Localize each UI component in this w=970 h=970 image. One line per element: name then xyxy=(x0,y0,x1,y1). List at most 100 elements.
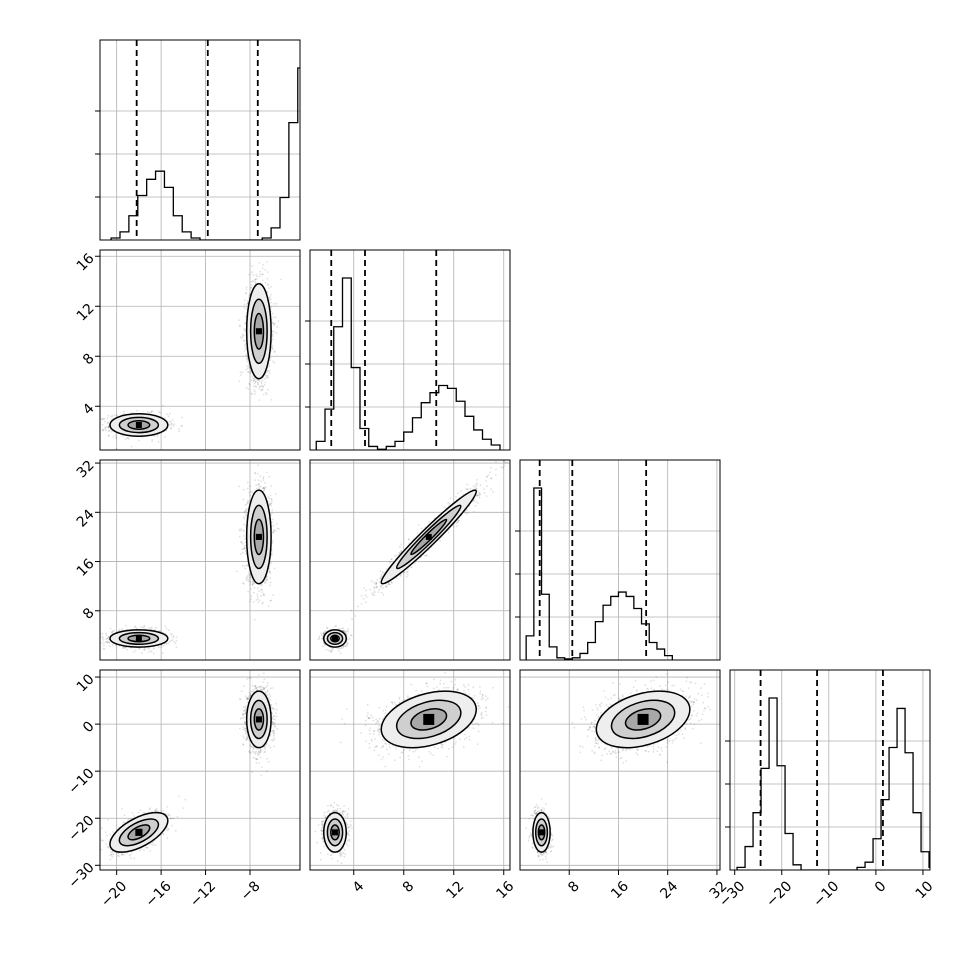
scatter-point xyxy=(271,509,274,512)
scatter-point xyxy=(268,570,271,573)
scatter-point xyxy=(273,530,275,533)
scatter-point xyxy=(156,435,159,438)
scatter-point xyxy=(103,648,106,650)
scatter-point xyxy=(272,524,275,527)
scatter-point xyxy=(138,647,141,650)
scatter-point xyxy=(170,424,172,427)
scatter-point xyxy=(250,595,253,598)
panel-content xyxy=(100,40,300,240)
scatter-point xyxy=(123,646,126,649)
scatter-point xyxy=(243,582,245,585)
scatter-point xyxy=(158,646,160,649)
scatter-point xyxy=(246,357,249,360)
scatter-point xyxy=(167,415,170,417)
density-peak xyxy=(135,422,142,428)
scatter-point xyxy=(245,577,248,580)
scatter-point xyxy=(112,630,114,633)
scatter-point xyxy=(121,647,124,650)
scatter-point xyxy=(272,334,274,337)
scatter-point xyxy=(161,652,164,655)
scatter-point xyxy=(258,262,261,264)
scatter-point xyxy=(155,626,157,629)
scatter-point xyxy=(272,322,274,324)
scatter-point xyxy=(269,372,271,374)
scatter-point xyxy=(181,424,184,427)
density-peak xyxy=(255,328,262,335)
scatter-point xyxy=(90,642,92,644)
scatter-point xyxy=(111,631,113,634)
scatter-point xyxy=(245,515,248,517)
scatter-point xyxy=(269,584,271,587)
scatter-point xyxy=(261,601,264,604)
scatter-point xyxy=(270,562,273,565)
scatter-point xyxy=(107,430,110,432)
scatter-point xyxy=(244,328,247,331)
scatter-point xyxy=(123,412,125,415)
scatter-point xyxy=(268,497,271,500)
scatter-point xyxy=(271,321,274,324)
scatter-point xyxy=(135,627,138,629)
scatter-point xyxy=(107,635,110,638)
scatter-point xyxy=(239,371,242,373)
scatter-point xyxy=(270,485,273,487)
scatter-point xyxy=(275,332,278,335)
scatter-point xyxy=(180,425,182,427)
scatter-point xyxy=(253,377,256,379)
scatter-point xyxy=(160,646,163,648)
scatter-point xyxy=(260,389,263,392)
scatter-point xyxy=(252,591,255,594)
scatter-point xyxy=(107,421,109,424)
scatter-point xyxy=(269,503,271,506)
scatter-point xyxy=(243,303,246,306)
scatter-point xyxy=(235,570,238,573)
scatter-point xyxy=(105,638,107,640)
scatter-point xyxy=(241,564,244,567)
scatter-point xyxy=(244,512,247,515)
scatter-point xyxy=(242,488,245,491)
scatter-point xyxy=(259,273,262,275)
scatter-point xyxy=(271,521,273,524)
scatter-point xyxy=(242,498,245,501)
scatter-point xyxy=(271,347,273,349)
scatter-point xyxy=(166,642,168,645)
scatter-point xyxy=(102,638,105,641)
scatter-point xyxy=(255,386,258,388)
scatter-point xyxy=(251,375,254,378)
scatter-point xyxy=(260,380,263,383)
scatter-point xyxy=(267,500,270,503)
scatter-point xyxy=(248,383,251,386)
scatter-point xyxy=(247,501,249,504)
scatter-point xyxy=(238,485,241,488)
scatter-point xyxy=(243,339,246,342)
scatter-point xyxy=(261,279,264,282)
scatter-point xyxy=(249,485,251,487)
scatter-point xyxy=(263,594,266,597)
scatter-point xyxy=(259,270,261,273)
scatter-point xyxy=(106,417,109,420)
scatter-point xyxy=(248,366,251,369)
scatter-point xyxy=(121,435,124,437)
scatter-point xyxy=(257,601,260,604)
scatter-point xyxy=(241,529,244,531)
scatter-point xyxy=(141,652,143,655)
scatter-point xyxy=(258,388,261,390)
scatter-point xyxy=(164,435,166,438)
scatter-point xyxy=(261,589,264,591)
scatter-point xyxy=(245,503,248,505)
scatter-point xyxy=(105,634,108,637)
scatter-point xyxy=(263,582,266,584)
scatter-point xyxy=(268,475,271,478)
scatter-point xyxy=(251,583,254,586)
scatter-point xyxy=(273,350,276,353)
scatter-point xyxy=(100,417,103,420)
scatter-point xyxy=(265,581,267,584)
scatter-point xyxy=(254,278,257,281)
scatter-point xyxy=(250,393,253,396)
scatter-point xyxy=(106,422,109,425)
scatter-point xyxy=(164,625,167,628)
scatter-point xyxy=(252,380,255,382)
scatter-point xyxy=(265,375,268,378)
scatter-point xyxy=(95,630,97,632)
scatter-point xyxy=(105,429,107,432)
scatter-point xyxy=(173,640,176,643)
